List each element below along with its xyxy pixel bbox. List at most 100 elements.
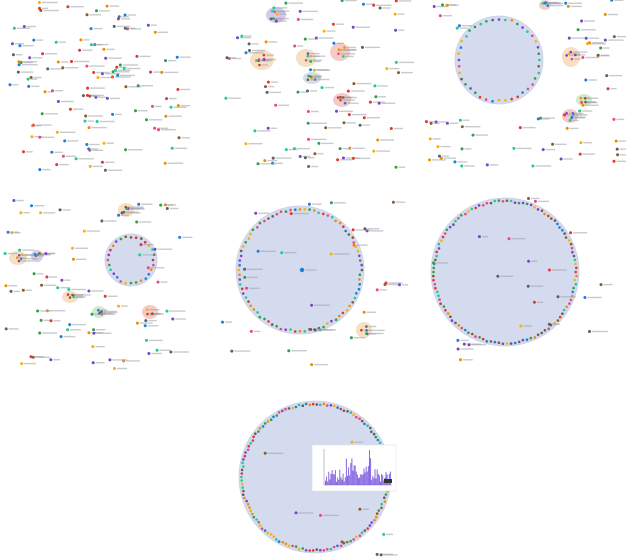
- network-node: [56, 100, 60, 103]
- community-node: [275, 324, 279, 328]
- community-node: [358, 254, 361, 258]
- node-label-stub: [72, 323, 86, 326]
- community-node: [543, 212, 546, 216]
- network-node: [467, 343, 471, 347]
- node-label-stub: [366, 311, 376, 313]
- network-node: [17, 63, 21, 67]
- network-node: [445, 3, 449, 7]
- community-node: [358, 283, 362, 286]
- network-node: [362, 2, 365, 6]
- node-label-stub: [268, 85, 275, 88]
- network-node: [36, 309, 40, 313]
- network-node: [41, 52, 45, 56]
- network-node: [27, 84, 31, 88]
- node-label-stub: [139, 55, 151, 58]
- node-label-stub: [104, 220, 117, 222]
- community-node: [485, 201, 489, 205]
- community-node: [513, 341, 517, 345]
- community-node: [330, 319, 333, 323]
- node-label-stub: [109, 97, 120, 100]
- network-node: [95, 9, 98, 13]
- node-label-stub: [30, 78, 38, 80]
- cluster-node: [339, 48, 342, 52]
- network-node: [375, 288, 379, 292]
- network-node: [606, 87, 610, 91]
- network-node: [532, 300, 536, 304]
- node-label-stub: [55, 90, 64, 92]
- node-label-stub: [356, 244, 368, 246]
- network-node: [22, 25, 26, 28]
- network-node: [111, 112, 115, 116]
- network-node: [317, 141, 321, 145]
- network-node: [8, 83, 12, 87]
- node-label-stub: [266, 54, 274, 56]
- network-node: [274, 103, 278, 107]
- node-label-stub: [127, 27, 136, 29]
- network-node: [66, 5, 70, 9]
- community-node: [258, 524, 262, 527]
- network-node: [78, 48, 82, 52]
- inset-bar: [383, 480, 385, 485]
- cluster-node: [71, 293, 74, 297]
- node-label-stub: [249, 287, 260, 289]
- network-node: [306, 110, 310, 113]
- community-node: [547, 327, 550, 331]
- node-label-stub: [600, 54, 610, 56]
- community-node: [573, 278, 576, 282]
- network-node: [102, 141, 106, 145]
- node-label-stub: [251, 43, 259, 45]
- node-label-stub: [288, 148, 298, 151]
- network-node: [329, 252, 333, 256]
- network-node: [92, 328, 96, 332]
- community-node: [112, 272, 116, 276]
- community-node: [360, 419, 364, 423]
- community-node: [279, 327, 283, 331]
- inset-bar: [344, 477, 346, 485]
- node-label-stub: [333, 253, 350, 255]
- network-node: [159, 203, 163, 207]
- node-label-stub: [535, 165, 552, 167]
- community-node: [317, 211, 320, 215]
- node-label-stub: [326, 30, 336, 32]
- node-label-stub: [60, 287, 71, 289]
- node-label-stub: [368, 332, 384, 335]
- node-label-stub: [530, 285, 544, 287]
- network-node: [105, 96, 109, 100]
- node-label-stub: [7, 252, 18, 255]
- cluster-node: [306, 52, 310, 55]
- node-label-stub: [225, 321, 233, 323]
- cluster-blob: [330, 43, 350, 61]
- community-node: [106, 258, 110, 262]
- network-node: [322, 29, 326, 33]
- network-node: [71, 246, 74, 250]
- community-node: [543, 329, 547, 332]
- community-node: [474, 206, 478, 210]
- community-node: [301, 404, 305, 408]
- node-label-stub: [366, 3, 375, 5]
- community-node: [369, 426, 372, 430]
- node-label-stub: [86, 230, 100, 232]
- network-node: [584, 78, 588, 82]
- network-node: [340, 0, 344, 2]
- node-label-stub: [122, 64, 139, 66]
- node-label-stub: [618, 140, 626, 142]
- node-label-stub: [398, 29, 405, 31]
- node-label-stub: [147, 325, 159, 327]
- network-node: [116, 17, 120, 21]
- network-node: [56, 286, 60, 290]
- community-node: [353, 296, 357, 300]
- node-label-stub: [276, 7, 288, 9]
- node-label-stub: [21, 260, 34, 262]
- node-label-stub: [42, 332, 58, 334]
- network-node: [385, 67, 389, 71]
- network-node: [108, 358, 112, 362]
- network-node: [280, 251, 284, 255]
- node-label-stub: [65, 67, 79, 69]
- community-node: [304, 402, 308, 406]
- network-node: [249, 329, 253, 333]
- node-label-stub: [619, 148, 626, 150]
- node-label-stub: [32, 57, 43, 59]
- community-node: [375, 512, 379, 515]
- community-node: [360, 268, 364, 272]
- node-label-stub: [603, 283, 613, 286]
